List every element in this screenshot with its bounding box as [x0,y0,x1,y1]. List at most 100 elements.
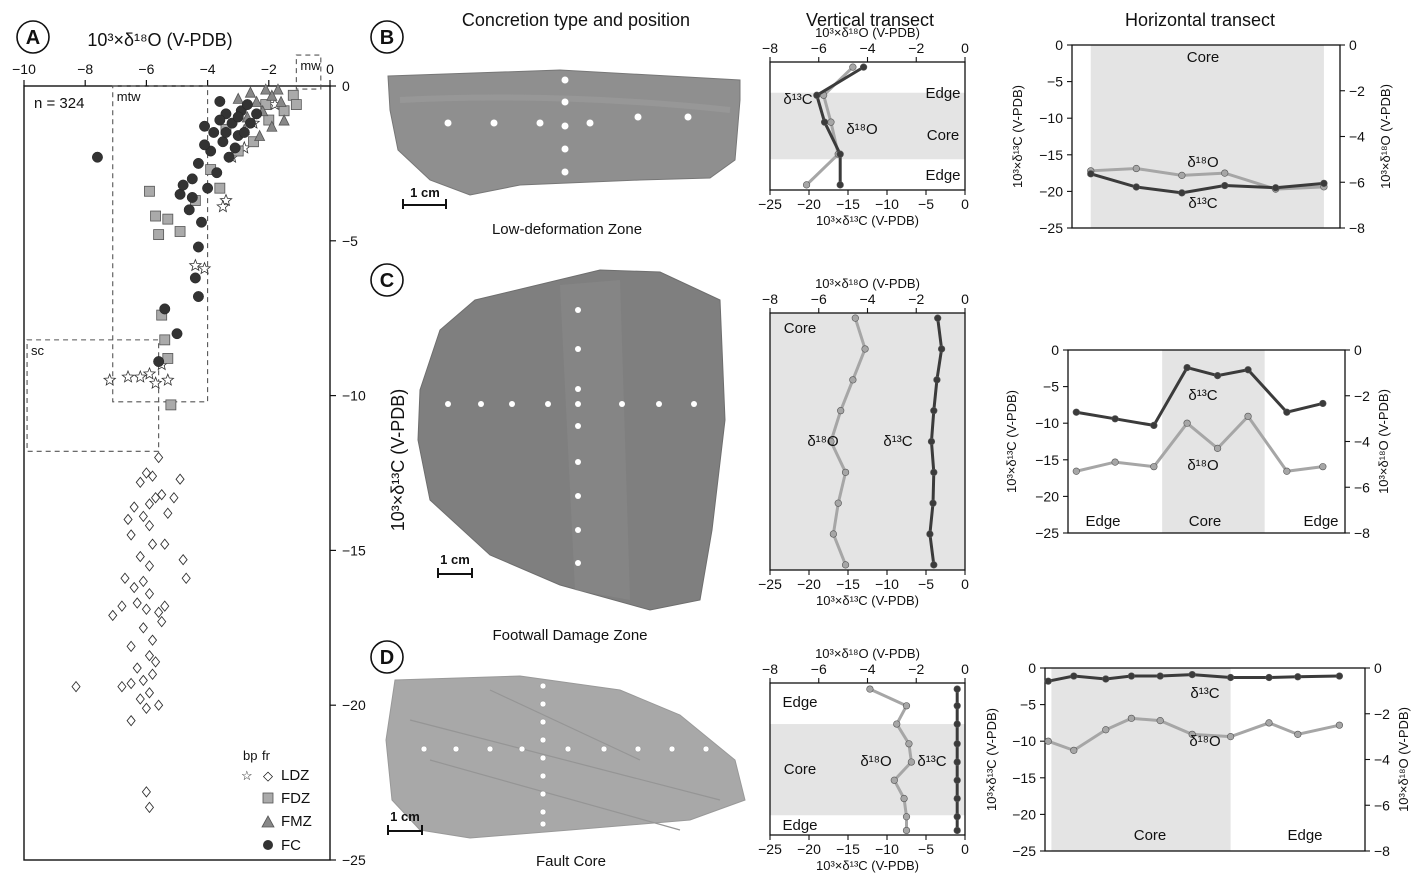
point-fmz [266,89,278,101]
left-tick-label-b-horiz: −10 [1039,110,1063,126]
legend-triangle-icon [261,815,275,828]
point-ldz-bp [121,369,135,383]
core-band-d-vert [770,724,965,816]
region-edge-bottom-d-vert: Edge [782,817,817,834]
left-tick-label-c-horiz: 0 [1051,342,1059,358]
point-fc [244,117,256,129]
scale-bar-label-b: 1 cm [410,185,440,200]
point-ldz-fr [108,609,118,622]
bottom-tick-label-d-vert: 0 [961,841,969,857]
series-point-o18-c-vert [837,407,845,415]
series-point-c13-d-vert [953,776,961,784]
right-tick-label-c-horiz: −4 [1354,434,1370,450]
point-fc [232,111,244,123]
series-point-c13-b-vert [836,181,844,189]
series-point-o18-d-horiz [1127,714,1135,722]
series-point-o18-d-vert [907,758,915,766]
right-tick-label-d-horiz: −8 [1374,843,1390,859]
series-point-c13-d-horiz [1044,677,1052,685]
series-point-o18-b-vert [827,118,835,126]
panel-letter-b: B [380,27,394,49]
rock-b-texture [399,94,731,113]
series-point-o18-d-vert [902,813,911,821]
point-fmz [250,95,263,107]
point-ldz-fr [151,492,161,504]
top-tick-label-b-vert: −2 [908,40,924,56]
zone-label-c: Footwall Damage Zone [492,627,647,644]
panel-label-b: B [370,20,404,54]
top-tick-label-b-vert: −4 [860,40,876,56]
sample-dots-b [444,76,692,176]
series-line-o18-c-horiz [1075,413,1324,473]
left-axis-label-d-horiz: 10³×δ¹³C (V-PDB) [984,708,999,811]
point-ldz-fr [178,553,188,566]
point-ldz-fr [126,714,136,727]
series-point-c13-c-horiz [1319,399,1327,408]
point-fc [199,120,210,132]
y-axis-label-a: 10³×δ¹³C (V-PDB) [388,389,408,532]
bottom-tick-label-d-vert: −15 [836,841,860,857]
x-tick-label-a: 0 [326,61,334,77]
bottom-tick-label-b-vert: −25 [758,196,782,212]
bottom-tick-label-b-vert: 0 [961,196,969,212]
bottom-tick-label-c-vert: 0 [961,576,969,592]
left-tick-label-d-horiz: −20 [1012,806,1036,822]
bottom-tick-label-d-vert: −25 [758,841,782,857]
scale-bar-b: 1 cm [402,185,447,209]
region-edge-d-horiz: Edge [1287,827,1322,844]
point-fdz [290,99,302,110]
rock-b-shape [387,69,741,196]
header-horizontal: Horizontal transect [1125,10,1275,30]
point-fmz [272,83,284,95]
point-fc [177,179,189,191]
point-ldz-fr [129,501,139,513]
point-fc [199,139,210,151]
point-ldz-fr [175,473,185,485]
point-fc [153,356,165,367]
legend-star-icon: ☆ [241,768,253,783]
series-point-o18-d-horiz [1044,737,1052,745]
right-tick-label-b-horiz: −6 [1349,174,1365,190]
point-ldz-fr [126,677,136,690]
core-band-b-horiz [1090,45,1324,228]
series-point-c13-b-vert [836,150,844,158]
series-point-c13-b-horiz [1221,181,1229,190]
series-line-c13-d-horiz [1047,673,1340,683]
legend-label-fmz: FMZ [281,813,312,830]
bottom-tick-label-c-vert: −25 [758,576,782,592]
rock-c-band [560,280,630,600]
series-label-c13-c-horiz: δ¹³C [1188,387,1217,404]
legend-title-fr: fr [262,748,271,763]
series-point-o18-d-vert [893,720,901,728]
x-tick-label-a: −8 [77,61,93,77]
legend-a: bp fr ☆ ◇ LDZ FDZ FMZ FC [241,748,312,854]
point-fdz [287,89,299,101]
series-point-c13-c-vert [930,468,938,476]
point-ldz-fr [151,656,161,668]
panel-label-c: C [370,263,404,297]
bottom-tick-label-d-vert: −5 [918,841,934,857]
series-label-c13-b-vert: δ¹³C [783,91,812,108]
series-point-c13-d-horiz [1335,672,1343,680]
right-tick-label-c-horiz: 0 [1354,342,1362,358]
right-axis-label-d-horiz: 10³×δ¹⁸O (V-PDB) [1396,707,1411,812]
plot-frame-a [23,85,331,861]
series-point-c13-c-vert [930,407,938,415]
right-tick-label-d-horiz: −4 [1374,752,1390,768]
series-point-c13-d-horiz [1226,673,1235,682]
point-fdz [150,210,161,222]
point-ldz-fr [132,662,142,674]
bottom-tick-label-b-vert: −20 [797,196,821,212]
left-tick-label-c-horiz: −25 [1035,525,1059,541]
point-ldz-fr [138,622,148,634]
series-point-c13-b-horiz [1178,189,1186,197]
point-fc [159,303,171,315]
right-tick-label-d-horiz: 0 [1374,660,1382,676]
right-axis-label-c-horiz: 10³×δ¹⁸O (V-PDB) [1376,389,1391,494]
point-fc [186,192,198,203]
bottom-tick-label-d-vert: −10 [875,841,899,857]
bottom-tick-label-c-vert: −15 [836,576,860,592]
